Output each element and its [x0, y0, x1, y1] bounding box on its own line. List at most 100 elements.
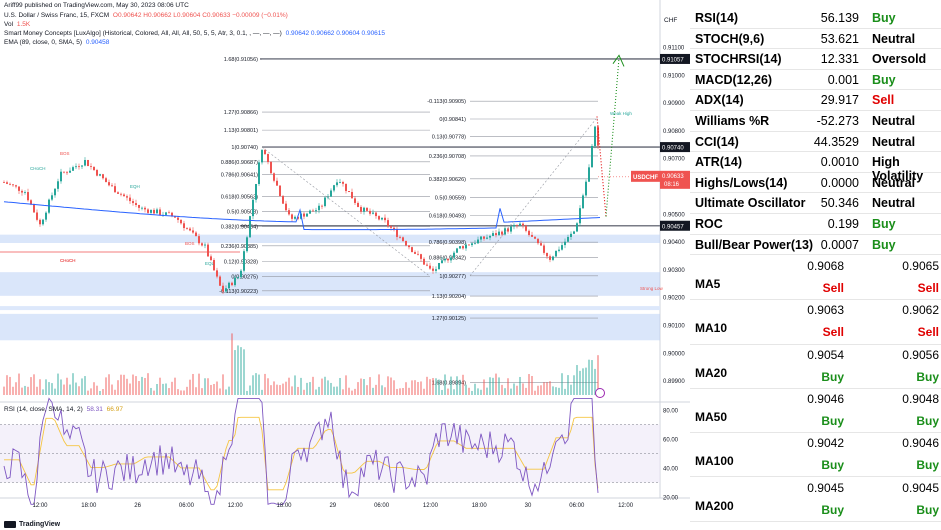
volume-bar [42, 389, 44, 395]
candle-body [228, 282, 230, 289]
volume-bar [465, 384, 467, 395]
tradingview-footer[interactable]: TradingView [4, 521, 60, 528]
candle-body [204, 244, 206, 246]
candle-body [321, 205, 323, 207]
volume-bar [579, 370, 581, 395]
candle-body [45, 212, 47, 220]
volume-bar [504, 388, 506, 395]
volume-bar [81, 378, 83, 395]
volume-bar [354, 388, 356, 395]
candle-body [582, 195, 584, 209]
candle-body [342, 182, 344, 184]
candle-body [516, 224, 518, 226]
candle-body [78, 166, 80, 168]
volume-bar [204, 378, 206, 395]
candle-body [186, 228, 188, 229]
volume-bar [168, 388, 170, 395]
volume-bar [387, 376, 389, 395]
candle-body [588, 167, 590, 182]
candle-body [297, 216, 299, 219]
candle-body [567, 236, 569, 242]
volume-bar [24, 385, 26, 395]
candle-body [210, 256, 212, 261]
indicator-name: Bull/Bear Power(13) [695, 237, 814, 252]
symbol-tag: USDCHF [633, 175, 658, 181]
candle-body [327, 196, 329, 198]
volume-bar [573, 375, 575, 395]
volume-bar [126, 378, 128, 395]
candle-body [258, 162, 260, 184]
fib-right-label: 1.68(0.89894) [432, 380, 466, 386]
ma-simple-value: 0.9045 [807, 480, 844, 495]
price-chart[interactable]: 0.91100 0.91000 0.90900 0.90800 0.90700 0.906… [0, 0, 690, 530]
candle-body [141, 207, 143, 209]
volume-bar [186, 386, 188, 395]
price-mark-bg [660, 53, 690, 64]
candle-body [84, 159, 86, 166]
indicator-row: STOCHRSI(14) 12.331 Oversold [690, 49, 941, 70]
candle-body [513, 224, 515, 227]
volume-bar [393, 380, 395, 395]
candle-body [183, 223, 185, 229]
candle-body [384, 217, 386, 221]
ma-exp-value: 0.9046 [902, 436, 939, 451]
fib-right-label: 0.13(0.90778) [432, 135, 466, 141]
volume-bar [420, 381, 422, 395]
candle-body [444, 258, 446, 261]
fib-anchor-line [469, 118, 597, 276]
candle-body [396, 229, 398, 237]
candle-body [153, 209, 155, 214]
volume-bar [240, 347, 242, 395]
indicator-action: Oversold [872, 52, 927, 67]
candle-body [135, 203, 137, 205]
rsi-tick: 20.00 [663, 496, 679, 502]
indicator-name: RSI(14) [695, 11, 739, 25]
volume-bar [471, 390, 473, 395]
indicator-action: Buy [872, 11, 896, 25]
candle-body [441, 260, 443, 263]
volume-bar [291, 386, 293, 395]
volume-bar [441, 389, 443, 395]
price-tick: 0.90800 [663, 129, 685, 135]
volume-bar [351, 390, 353, 395]
volume-bar [153, 390, 155, 395]
candle-body [495, 233, 497, 236]
ema-value: 0.90458 [85, 39, 110, 46]
candle-body [180, 219, 182, 224]
volume-bar [342, 389, 344, 395]
candle-body [222, 285, 224, 292]
candle-body [63, 171, 65, 173]
candle-body [189, 228, 191, 231]
ma-simple-value: 0.9063 [807, 303, 844, 318]
volume-bar [93, 382, 95, 395]
volume-bar [474, 383, 476, 395]
price-mark-bg [660, 142, 690, 153]
candle-body [129, 197, 131, 202]
candle-body [24, 192, 26, 193]
volume-bar [336, 386, 338, 395]
ma-name: MA20 [695, 365, 728, 380]
volume-bar [264, 373, 266, 395]
candle-body [552, 256, 554, 260]
candle-body [429, 265, 431, 269]
candle-body [363, 207, 365, 212]
candle-body [501, 231, 503, 235]
candle-body [132, 201, 134, 204]
candle-body [579, 208, 581, 224]
price-tick: 0.90300 [663, 268, 685, 274]
volume-bar [330, 382, 332, 395]
fib-right-label: 0.886(0.90342) [429, 256, 466, 262]
ma-row: MA10 0.9063 0.9062 Sell Sell [690, 300, 941, 345]
volume-bar [375, 384, 377, 395]
rsi-value-1: 58.31 [86, 406, 103, 413]
chart-area[interactable]: 0.91100 0.91000 0.90900 0.90800 0.90700 0.906… [0, 0, 690, 530]
candle-body [30, 200, 32, 205]
volume-bar [372, 387, 374, 395]
candle-body [486, 237, 488, 239]
indicator-action: Sell [872, 93, 895, 108]
ma-simple-value: 0.9046 [807, 391, 844, 406]
indicator-row: ATR(14) 0.0010 High Volatility [690, 152, 941, 183]
candle-body [246, 237, 248, 252]
indicator-value: 0.0010 [820, 155, 859, 170]
smc-tag: Strong Low [640, 286, 664, 291]
